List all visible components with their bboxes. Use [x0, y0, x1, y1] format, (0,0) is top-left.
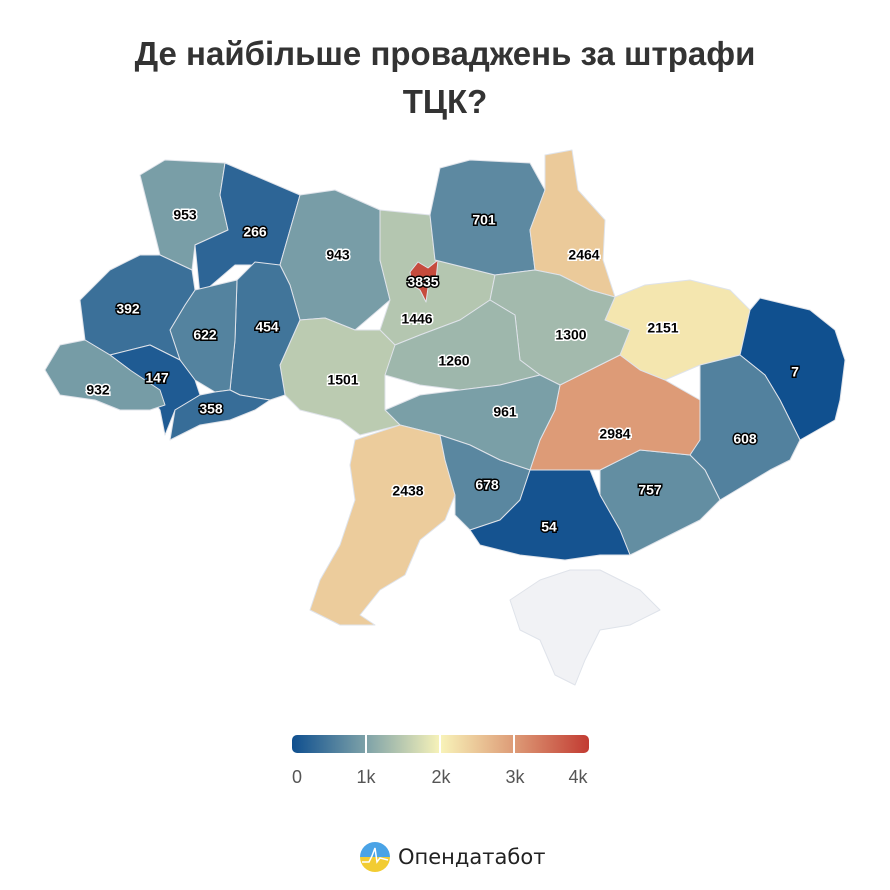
opendatabot-logo-icon [360, 842, 390, 872]
region-vinnytsia[interactable] [279, 317, 401, 436]
brand-logo: Опендатабот [360, 842, 545, 872]
region-value-rivne: 266 [243, 224, 267, 240]
region-value-chernivtsi: 358 [199, 401, 223, 417]
region-value-mykolaiv: 678 [475, 477, 499, 493]
region-value-ivano-frankivsk: 147 [145, 370, 169, 386]
region-value-ternopil: 622 [193, 327, 217, 343]
legend-tick-3k: 3k [505, 767, 525, 787]
color-scale-legend [292, 735, 589, 753]
region-value-luhansk: 7 [791, 364, 799, 380]
region-value-kirovohrad: 961 [493, 404, 517, 420]
region-value-kyiv-city: 3835 [407, 274, 438, 290]
region-value-zaporizhzhia: 757 [638, 482, 662, 498]
region-cherkasy[interactable] [379, 299, 541, 391]
region-value-chernihiv: 701 [472, 212, 496, 228]
region-zakarpattia[interactable] [44, 339, 166, 411]
title-line-2: ТЦК? [402, 83, 488, 120]
region-value-dnipropetrovsk: 2984 [599, 426, 630, 442]
region-value-donetsk: 608 [733, 431, 757, 447]
legend-tick-1k: 1k [356, 767, 376, 787]
title-line-1: Де найбільше проваджень за штрафи [134, 35, 756, 72]
region-chernivtsi[interactable] [169, 389, 271, 441]
region-value-cherkasy: 1260 [438, 353, 469, 369]
region-value-lviv: 392 [116, 301, 140, 317]
region-kyiv-city[interactable] [409, 259, 439, 303]
region-kherson[interactable] [469, 469, 631, 561]
chart-title: Де найбільше проваджень за штрафи ТЦК? [0, 30, 890, 126]
region-value-zakarpattia: 932 [86, 382, 110, 398]
region-value-odesa: 2438 [392, 483, 423, 499]
region-value-kherson: 54 [541, 519, 557, 535]
region-value-khmelnytskyi: 454 [255, 319, 279, 335]
brand-name: Опендатабот [398, 845, 546, 869]
region-value-kharkiv: 2151 [647, 320, 678, 336]
legend-tick-4k: 4k [568, 767, 588, 787]
region-value-sumy: 2464 [568, 247, 599, 263]
legend-tick-0: 0 [291, 767, 303, 787]
region-value-vinnytsia: 1501 [327, 372, 358, 388]
region-value-volyn: 953 [173, 207, 197, 223]
region-value-kyiv-oblast: 1446 [401, 311, 432, 327]
region-value-zhytomyr: 943 [326, 247, 350, 263]
legend-tick-2k: 2k [431, 767, 451, 787]
region-crimea [509, 569, 661, 686]
region-odesa[interactable] [309, 424, 456, 626]
region-value-poltava: 1300 [555, 327, 586, 343]
